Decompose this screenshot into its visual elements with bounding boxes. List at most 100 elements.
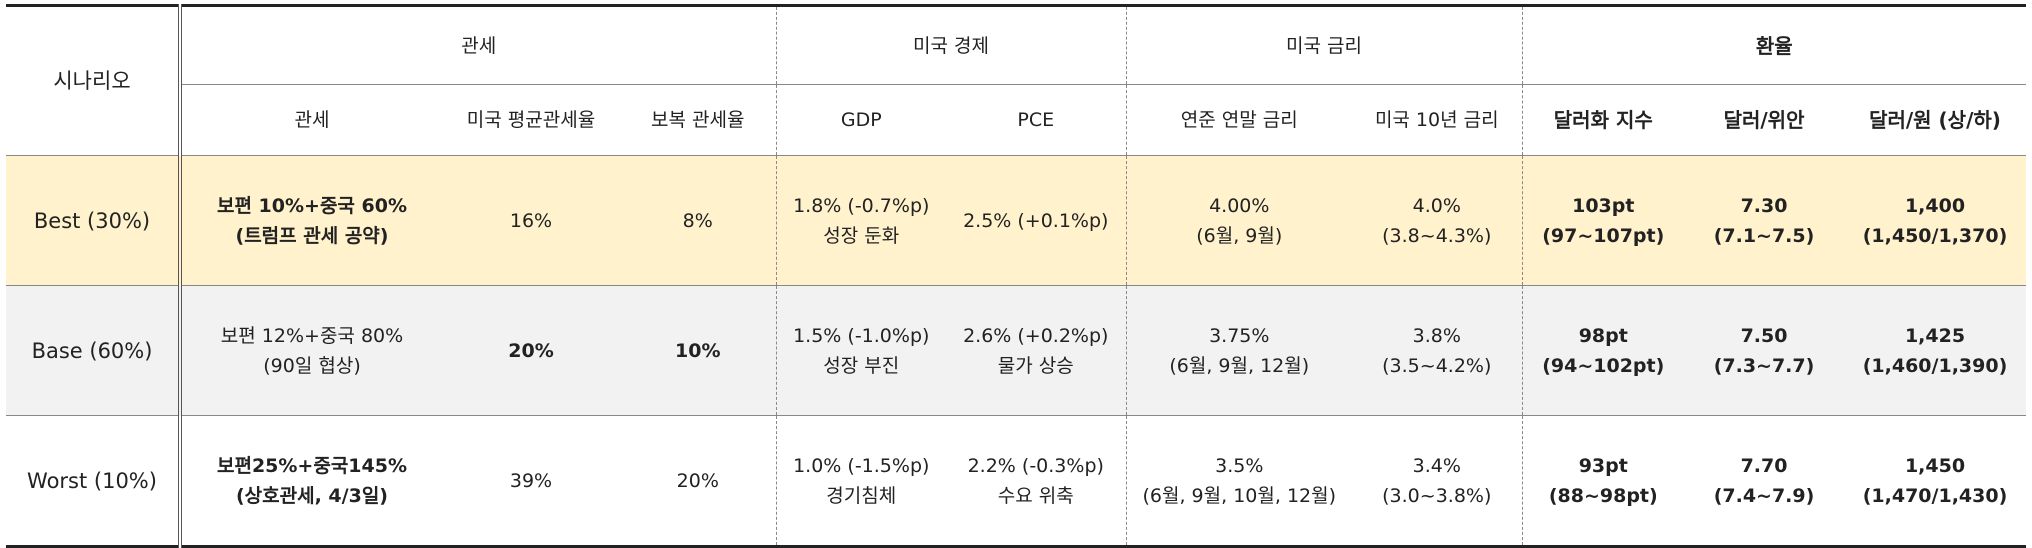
retaliatory-cell: 10%: [620, 285, 777, 416]
scenario-table: 시나리오 관세 미국 경제 미국 금리 환율 관세 미국 평균관세율 보복 관세…: [6, 4, 2027, 548]
usdcny-range: (7.1~7.5): [1713, 224, 1815, 247]
pce-value: 2.6% (+0.2%p): [963, 324, 1109, 347]
avg-tariff-cell: 39%: [442, 415, 620, 548]
dxy-cell: 93pt (88~98pt): [1521, 415, 1685, 548]
header-group-tariff: 관세: [180, 4, 777, 85]
usdkrw-cell: 1,425 (1,460/1,390): [1844, 285, 2027, 416]
fed-rate-cell: 3.75% (6월, 9월, 12월): [1125, 285, 1353, 416]
header-scenario: 시나리오: [6, 4, 182, 156]
gdp-cell: 1.0% (-1.5%p) 경기침체: [775, 415, 947, 548]
tariff-line-2: (트럼프 관세 공약): [235, 224, 389, 247]
pce-note: 물가 상승: [997, 354, 1074, 377]
gdp-value: 1.0% (-1.5%p): [793, 454, 930, 477]
tariff-line-1: 보편 10%+중국 60%: [216, 194, 408, 217]
tariff-cell: 보편 12%+중국 80% (90일 협상): [180, 285, 442, 416]
scenario-label: Base (60%): [6, 285, 182, 416]
usdcny-range: (7.4~7.9): [1713, 484, 1815, 507]
usdcny-value: 7.50: [1740, 324, 1788, 347]
us10y-value: 3.4%: [1412, 454, 1461, 477]
us10y-range: (3.0~3.8%): [1382, 484, 1492, 507]
usdkrw-value: 1,450: [1904, 454, 1966, 477]
fed-rate-cell: 4.00% (6월, 9월): [1125, 155, 1353, 286]
us10y-range: (3.8~4.3%): [1382, 224, 1492, 247]
fed-rate-value: 3.5%: [1215, 454, 1264, 477]
gdp-note: 경기침체: [826, 484, 897, 507]
us10y-value: 4.0%: [1412, 194, 1461, 217]
header-avg-tariff: 미국 평균관세율: [442, 84, 620, 156]
tariff-line-1: 보편 12%+중국 80%: [220, 324, 404, 347]
tariff-line-2: (상호관세, 4/3일): [236, 484, 388, 507]
usdkrw-range: (1,470/1,430): [1862, 484, 2008, 507]
usdcny-value: 7.30: [1740, 194, 1788, 217]
usdcny-value: 7.70: [1740, 454, 1788, 477]
us10y-value: 3.8%: [1412, 324, 1461, 347]
fed-rate-value: 3.75%: [1209, 324, 1270, 347]
us10y-cell: 3.4% (3.0~3.8%): [1352, 415, 1523, 548]
gdp-cell: 1.8% (-0.7%p) 성장 둔화: [775, 155, 947, 286]
table-row-base: Base (60%) 보편 12%+중국 80% (90일 협상) 20% 10…: [6, 285, 2027, 416]
fed-rate-cell: 3.5% (6월, 9월, 10월, 12월): [1125, 415, 1353, 548]
pce-note: 수요 위축: [997, 484, 1074, 507]
usdcny-cell: 7.70 (7.4~7.9): [1684, 415, 1845, 548]
usdkrw-cell: 1,400 (1,450/1,370): [1844, 155, 2027, 286]
us10y-cell: 4.0% (3.8~4.3%): [1352, 155, 1523, 286]
header-group-us-economy: 미국 경제: [775, 4, 1127, 85]
usdcny-cell: 7.30 (7.1~7.5): [1684, 155, 1845, 286]
dxy-cell: 103pt (97~107pt): [1521, 155, 1685, 286]
usdcny-cell: 7.50 (7.3~7.7): [1684, 285, 1845, 416]
dxy-value: 103pt: [1572, 194, 1635, 217]
pce-cell: 2.2% (-0.3%p) 수요 위축: [946, 415, 1127, 548]
fed-rate-note: (6월, 9월, 12월): [1169, 354, 1310, 377]
avg-tariff-cell: 16%: [442, 155, 620, 286]
avg-tariff-cell: 20%: [442, 285, 620, 416]
tariff-cell: 보편25%+중국145% (상호관세, 4/3일): [180, 415, 442, 548]
dxy-value: 98pt: [1578, 324, 1628, 347]
us10y-range: (3.5~4.2%): [1382, 354, 1492, 377]
header-gdp: GDP: [775, 84, 947, 156]
usdcny-range: (7.3~7.7): [1713, 354, 1815, 377]
pce-cell: 2.5% (+0.1%p): [946, 155, 1127, 286]
usdkrw-value: 1,400: [1904, 194, 1966, 217]
table-row-worst: Worst (10%) 보편25%+중국145% (상호관세, 4/3일) 39…: [6, 415, 2027, 548]
pce-value: 2.2% (-0.3%p): [967, 454, 1104, 477]
scenario-label: Best (30%): [6, 155, 182, 286]
dxy-range: (94~102pt): [1542, 354, 1665, 377]
header-group-fx: 환율: [1521, 4, 2027, 85]
header-usdcny: 달러/위안: [1684, 84, 1845, 156]
usdkrw-range: (1,450/1,370): [1862, 224, 2008, 247]
usdkrw-value: 1,425: [1904, 324, 1966, 347]
pce-cell: 2.6% (+0.2%p) 물가 상승: [946, 285, 1127, 416]
dxy-range: (97~107pt): [1542, 224, 1665, 247]
us10y-cell: 3.8% (3.5~4.2%): [1352, 285, 1523, 416]
header-fed-rate: 연준 연말 금리: [1125, 84, 1353, 156]
header-usdkrw: 달러/원 (상/하): [1844, 84, 2027, 156]
gdp-value: 1.8% (-0.7%p): [793, 194, 930, 217]
header-group-us-rate: 미국 금리: [1125, 4, 1523, 85]
gdp-cell: 1.5% (-1.0%p) 성장 부진: [775, 285, 947, 416]
tariff-line-1: 보편25%+중국145%: [216, 454, 407, 477]
gdp-note: 성장 부진: [823, 354, 900, 377]
dxy-cell: 98pt (94~102pt): [1521, 285, 1685, 416]
table-row-best: Best (30%) 보편 10%+중국 60% (트럼프 관세 공약) 16%…: [6, 155, 2027, 286]
usdkrw-cell: 1,450 (1,470/1,430): [1844, 415, 2027, 548]
tariff-cell: 보편 10%+중국 60% (트럼프 관세 공약): [180, 155, 442, 286]
header-dxy: 달러화 지수: [1521, 84, 1685, 156]
header-column-row: 관세 미국 평균관세율 보복 관세율 GDP PCE 연준 연말 금리 미국 1…: [6, 84, 2027, 156]
dxy-value: 93pt: [1578, 454, 1628, 477]
header-pce: PCE: [946, 84, 1127, 156]
scenario-label: Worst (10%): [6, 415, 182, 548]
header-retaliatory: 보복 관세율: [620, 84, 777, 156]
usdkrw-range: (1,460/1,390): [1862, 354, 2008, 377]
dxy-range: (88~98pt): [1548, 484, 1658, 507]
header-tariff: 관세: [180, 84, 442, 156]
header-group-row: 시나리오 관세 미국 경제 미국 금리 환율: [6, 4, 2027, 156]
gdp-value: 1.5% (-1.0%p): [793, 324, 930, 347]
retaliatory-cell: 8%: [620, 155, 777, 286]
gdp-note: 성장 둔화: [823, 224, 900, 247]
header-us10y: 미국 10년 금리: [1352, 84, 1523, 156]
retaliatory-cell: 20%: [620, 415, 777, 548]
tariff-line-2: (90일 협상): [263, 354, 361, 377]
fed-rate-note: (6월, 9월, 10월, 12월): [1142, 484, 1337, 507]
fed-rate-value: 4.00%: [1209, 194, 1270, 217]
fed-rate-note: (6월, 9월): [1196, 224, 1283, 247]
